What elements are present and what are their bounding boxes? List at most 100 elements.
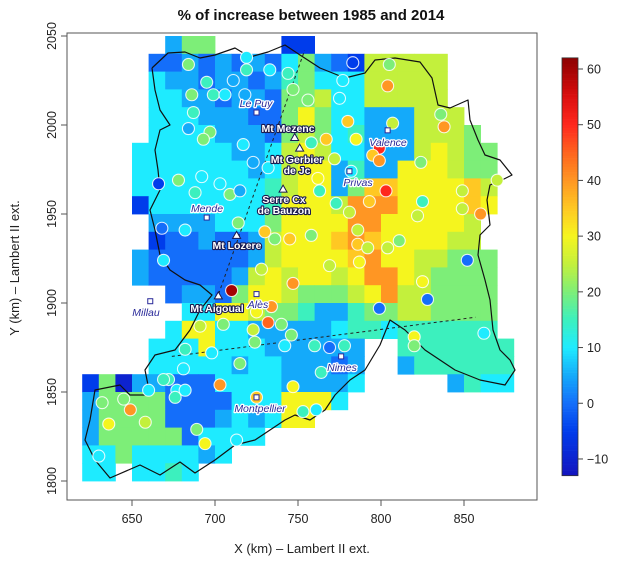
colorbar-segment	[562, 450, 578, 454]
heatmap-cell	[132, 142, 149, 161]
colorbar-segment	[562, 99, 578, 103]
heatmap-cell	[165, 231, 183, 250]
heatmap-cell	[430, 214, 448, 233]
heatmap-cell	[165, 267, 183, 286]
station-point	[196, 132, 210, 146]
heatmap-cell	[198, 409, 216, 428]
colorbar-segment	[562, 85, 578, 89]
heatmap-cell	[231, 160, 249, 179]
station-point	[188, 186, 202, 200]
heatmap-cell	[447, 214, 465, 233]
colorbar-segment	[562, 138, 578, 142]
heatmap-cell	[264, 392, 282, 411]
station-point	[246, 155, 260, 169]
heatmap-cell	[430, 178, 448, 197]
heatmap-cell	[430, 231, 448, 250]
peak-triangle-marker	[213, 290, 224, 300]
colorbar-segment	[562, 367, 578, 371]
heatmap-cell	[314, 142, 332, 161]
colorbar-segment	[562, 96, 578, 100]
heatmap-cell	[181, 303, 199, 322]
station-point	[386, 116, 400, 130]
colorbar-segment	[562, 119, 578, 123]
heatmap-cell	[381, 285, 398, 304]
heatmap-cell	[397, 125, 415, 144]
station-point	[349, 132, 363, 146]
colorbar-segment	[562, 180, 578, 184]
heatmap-cell	[82, 392, 100, 411]
region-border-line	[84, 44, 516, 479]
heatmap-cell	[347, 356, 365, 375]
colorbar-segment	[562, 183, 578, 187]
colorbar-segment	[562, 397, 578, 401]
heatmap-cell	[364, 71, 382, 90]
colorbar-tick-label: 0	[587, 397, 594, 411]
heatmap-cell	[298, 107, 315, 126]
colorbar-segment	[562, 470, 578, 474]
heatmap-cell	[165, 196, 183, 215]
heatmap-cell	[298, 160, 315, 179]
colorbar-segment	[562, 227, 578, 231]
heatmap-cell	[231, 392, 249, 411]
peak-label-serre-2: de Bauzon	[257, 205, 310, 217]
colorbar-segment	[562, 113, 578, 117]
heatmap-cell	[298, 303, 315, 322]
heatmap-cell	[165, 125, 183, 144]
station-point	[142, 383, 156, 397]
station-point	[152, 177, 166, 191]
station-point	[168, 390, 182, 404]
colorbar-segment	[562, 241, 578, 245]
heatmap-cell	[430, 338, 448, 357]
heatmap-cell	[165, 53, 183, 72]
station-point	[337, 339, 352, 353]
colorbar-segment	[562, 172, 578, 176]
station-point	[308, 339, 322, 353]
colorbar-segment	[562, 202, 578, 206]
heatmap-cell	[331, 267, 349, 286]
colorbar-segment	[562, 233, 578, 237]
station-point	[415, 194, 430, 209]
heatmap-cell	[298, 53, 315, 72]
colorbar-segment	[562, 269, 578, 273]
chart-title: % of increase between 1985 and 2014	[178, 7, 445, 24]
colorbar-segment	[562, 110, 578, 114]
station-point	[231, 216, 245, 230]
heatmap-cell	[331, 356, 349, 375]
colorbar: −10 0 10 20 30 40 50 60	[561, 57, 608, 477]
station-point	[283, 232, 297, 246]
heatmap-cell	[165, 463, 183, 482]
colorbar-segment	[562, 60, 578, 64]
heatmap-cell	[181, 267, 199, 286]
heatmap-cell	[298, 267, 315, 286]
heatmap-cell	[281, 196, 299, 215]
city-square-marker	[253, 291, 260, 298]
colorbar-segment	[562, 433, 578, 437]
heatmap-cell	[148, 107, 166, 126]
colorbar-segment	[562, 394, 578, 398]
heatmap-cell	[148, 445, 166, 464]
heatmap-cell	[447, 285, 465, 304]
station-point	[206, 88, 220, 102]
heatmap-cell	[82, 427, 100, 446]
station-point	[314, 365, 328, 379]
colorbar-segment	[562, 177, 578, 181]
heatmap-cell	[248, 178, 266, 197]
heatmap-cell	[397, 356, 415, 375]
heatmap-cell	[331, 125, 349, 144]
colorbar-segment	[562, 380, 578, 385]
colorbar-segment	[562, 275, 578, 279]
heatmap-cell	[231, 267, 249, 286]
city-label-nimes: Nimes	[327, 362, 358, 374]
colorbar-segment	[562, 369, 578, 373]
y-axis: 1800 1850 1900 1950 2000 2050	[45, 22, 67, 495]
colorbar-tick-label: 30	[587, 230, 601, 244]
station-point	[138, 415, 152, 429]
station-point	[254, 262, 269, 276]
heatmap-cell	[231, 320, 249, 339]
heatmap-cell	[165, 427, 183, 446]
city-label-montpellier: Montpellier	[234, 403, 286, 415]
station-point	[392, 234, 406, 248]
heatmap-cell	[148, 463, 166, 482]
heatmap-cell	[281, 249, 299, 268]
heatmap-cell	[115, 427, 133, 446]
